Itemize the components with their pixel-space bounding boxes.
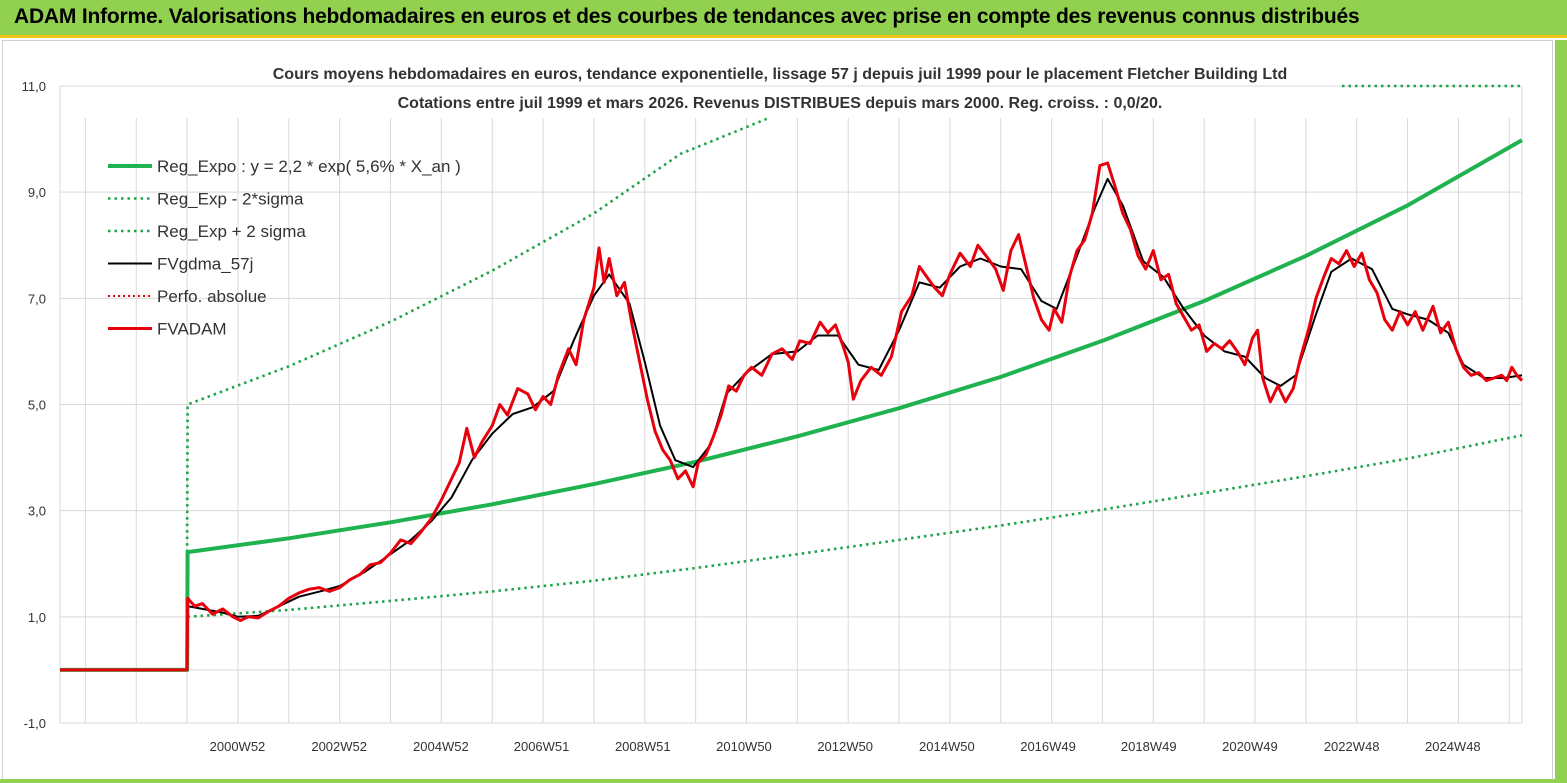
x-tick-label: 2008W51 bbox=[615, 739, 671, 754]
x-tick-label: 2012W50 bbox=[817, 739, 873, 754]
legend: Reg_Expo : y = 2,2 * exp( 5,6% * X_an ) R… bbox=[108, 157, 461, 339]
legend-label: FVADAM bbox=[157, 320, 227, 339]
legend-label: Reg_Exp + 2 sigma bbox=[157, 222, 306, 241]
legend-label: Perfo. absolue bbox=[157, 287, 267, 306]
legend-label: FVgdma_57j bbox=[157, 255, 253, 274]
header-bar: ADAM Informe. Valorisations hebdomadaire… bbox=[0, 0, 1567, 38]
y-tick-label: 11,0 bbox=[22, 79, 46, 94]
series-layer bbox=[60, 84, 1524, 672]
chart-grid bbox=[59, 85, 1523, 724]
x-tick-label: 2002W52 bbox=[311, 739, 367, 754]
y-tick-label: 1,0 bbox=[28, 610, 46, 625]
x-tick-label: 2014W50 bbox=[919, 739, 975, 754]
x-tick-label: 2018W49 bbox=[1121, 739, 1177, 754]
x-tick-label: 2000W52 bbox=[210, 739, 266, 754]
y-tick-label: 9,0 bbox=[28, 185, 46, 200]
series-line-5 bbox=[60, 161, 1524, 672]
chart-subtitle: Cotations entre juil 1999 et mars 2026. … bbox=[398, 95, 1163, 112]
y-tick-label: 5,0 bbox=[28, 398, 46, 413]
series-line-1 bbox=[187, 434, 1523, 619]
x-tick-label: 2006W51 bbox=[514, 739, 570, 754]
x-axis: 2000W52 2002W52 2004W52 2006W51 2008W51 2010W… bbox=[210, 739, 1481, 754]
legend-label: Reg_Expo : y = 2,2 * exp( 5,6% * X_an ) bbox=[157, 157, 461, 176]
y-tick-label: 7,0 bbox=[28, 291, 46, 306]
x-tick-label: 2024W48 bbox=[1425, 739, 1481, 754]
y-axis: -1,0 1,0 3,0 5,0 7,0 9,0 11,0 bbox=[22, 79, 46, 731]
right-stripe bbox=[1555, 40, 1567, 783]
header-title: ADAM Informe. Valorisations hebdomadaire… bbox=[14, 5, 1360, 28]
series-line-2 bbox=[185, 116, 770, 553]
x-tick-label: 2010W50 bbox=[716, 739, 772, 754]
x-tick-label: 2022W48 bbox=[1324, 739, 1380, 754]
bottom-stripe bbox=[0, 779, 1567, 783]
chart-title: Cours moyens hebdomadaires en euros, ten… bbox=[273, 66, 1288, 83]
x-tick-label: 2004W52 bbox=[413, 739, 469, 754]
x-tick-label: 2020W49 bbox=[1222, 739, 1278, 754]
series-line-3 bbox=[60, 177, 1523, 671]
y-tick-label: -1,0 bbox=[24, 716, 46, 731]
x-tick-label: 2016W49 bbox=[1020, 739, 1076, 754]
legend-label: Reg_Exp - 2*sigma bbox=[157, 190, 304, 209]
series-line-0 bbox=[60, 138, 1523, 672]
y-tick-label: 3,0 bbox=[28, 504, 46, 519]
